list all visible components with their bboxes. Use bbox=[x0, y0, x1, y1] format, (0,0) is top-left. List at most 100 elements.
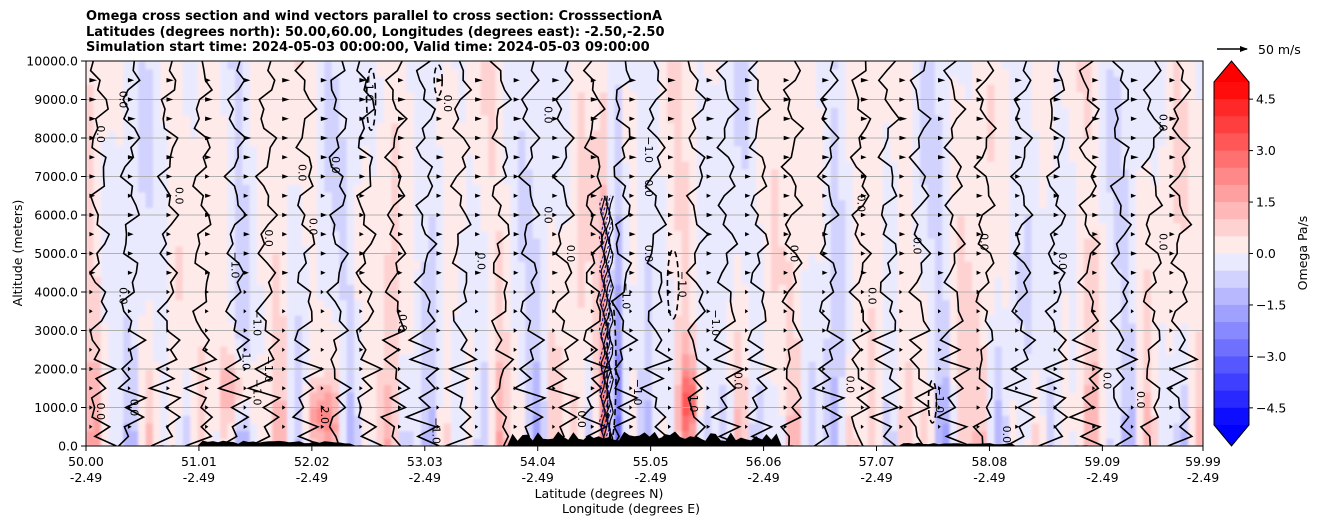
field-cell bbox=[175, 430, 184, 439]
field-cell bbox=[324, 276, 333, 285]
field-cell bbox=[301, 276, 310, 285]
field-cell bbox=[785, 292, 795, 301]
field-cell bbox=[346, 191, 355, 201]
field-cell bbox=[570, 284, 579, 293]
field-cell bbox=[272, 61, 281, 70]
field-cell bbox=[294, 345, 303, 355]
field-cell bbox=[495, 361, 504, 370]
field-cell bbox=[614, 130, 623, 139]
field-cell bbox=[607, 114, 616, 124]
field-cell bbox=[93, 268, 102, 278]
field-cell bbox=[577, 107, 586, 116]
field-cell bbox=[220, 138, 229, 147]
field-cell bbox=[532, 322, 541, 332]
field-cell bbox=[503, 222, 512, 231]
field-cell bbox=[547, 153, 556, 162]
field-cell bbox=[234, 430, 243, 439]
field-cell bbox=[93, 307, 102, 316]
field-cell bbox=[488, 407, 497, 416]
field-cell bbox=[242, 415, 251, 424]
field-cell bbox=[346, 76, 355, 85]
field-cell bbox=[115, 122, 124, 131]
field-cell bbox=[234, 392, 243, 401]
field-cell bbox=[726, 369, 735, 378]
field-cell bbox=[413, 369, 422, 378]
field-cell bbox=[316, 222, 325, 231]
field-cell bbox=[391, 245, 400, 255]
field-cell bbox=[197, 284, 206, 293]
field-cell bbox=[205, 307, 214, 316]
field-cell bbox=[726, 153, 735, 162]
field-cell bbox=[599, 415, 608, 424]
field-cell bbox=[443, 130, 452, 139]
field-cell bbox=[689, 138, 698, 147]
field-cell bbox=[503, 114, 512, 124]
field-cell bbox=[450, 191, 459, 201]
field-cell bbox=[346, 268, 355, 278]
field-cell bbox=[503, 91, 512, 101]
field-cell bbox=[823, 292, 832, 301]
field-cell bbox=[815, 292, 824, 301]
field-cell bbox=[704, 407, 713, 416]
field-cell bbox=[257, 399, 266, 409]
field-cell bbox=[584, 238, 593, 247]
field-cell bbox=[480, 130, 489, 139]
field-cell bbox=[242, 130, 251, 139]
field-cell bbox=[555, 215, 564, 224]
field-cell bbox=[570, 91, 579, 101]
field-cell bbox=[622, 284, 631, 293]
field-cell bbox=[689, 315, 698, 324]
field-cell bbox=[354, 238, 363, 247]
field-cell bbox=[287, 122, 296, 131]
field-cell bbox=[577, 184, 586, 193]
field-cell bbox=[510, 276, 519, 285]
field-cell bbox=[197, 268, 206, 278]
field-cell bbox=[674, 407, 683, 416]
field-cell bbox=[346, 361, 355, 370]
field-cell bbox=[443, 245, 452, 255]
field-cell bbox=[123, 199, 132, 208]
field-cell bbox=[718, 345, 728, 355]
field-cell bbox=[339, 407, 348, 416]
field-cell bbox=[614, 114, 623, 124]
field-cell bbox=[368, 376, 378, 385]
field-cell bbox=[421, 284, 430, 293]
field-cell bbox=[785, 438, 795, 446]
field-cell bbox=[741, 392, 750, 401]
field-cell bbox=[458, 284, 467, 293]
field-cell bbox=[681, 353, 690, 362]
field-cell bbox=[108, 384, 117, 393]
field-cell bbox=[376, 222, 385, 231]
field-cell bbox=[346, 345, 355, 355]
field-cell bbox=[629, 330, 638, 339]
field-cell bbox=[659, 299, 668, 308]
field-cell bbox=[800, 91, 809, 101]
field-cell bbox=[592, 161, 601, 170]
field-cell bbox=[637, 369, 646, 378]
field-cell bbox=[674, 184, 683, 193]
field-cell bbox=[391, 122, 400, 131]
field-cell bbox=[100, 84, 109, 93]
field-cell bbox=[622, 222, 631, 231]
field-cell bbox=[406, 338, 415, 347]
field-cell bbox=[562, 315, 571, 324]
field-cell bbox=[726, 284, 735, 293]
field-cell bbox=[718, 322, 728, 332]
field-cell bbox=[711, 145, 720, 154]
field-cell bbox=[354, 268, 363, 278]
field-cell bbox=[555, 422, 564, 432]
field-cell bbox=[257, 191, 266, 201]
field-cell bbox=[808, 145, 817, 154]
field-cell bbox=[733, 107, 742, 116]
field-cell bbox=[339, 184, 348, 193]
field-cell bbox=[175, 230, 184, 239]
field-cell bbox=[771, 61, 780, 70]
field-cell bbox=[301, 338, 310, 347]
field-cell bbox=[696, 76, 705, 85]
field-cell bbox=[681, 361, 690, 370]
field-cell bbox=[540, 215, 549, 224]
field-cell bbox=[696, 130, 705, 139]
field-cell bbox=[555, 307, 564, 316]
field-cell bbox=[800, 176, 809, 185]
field-cell bbox=[264, 130, 273, 139]
